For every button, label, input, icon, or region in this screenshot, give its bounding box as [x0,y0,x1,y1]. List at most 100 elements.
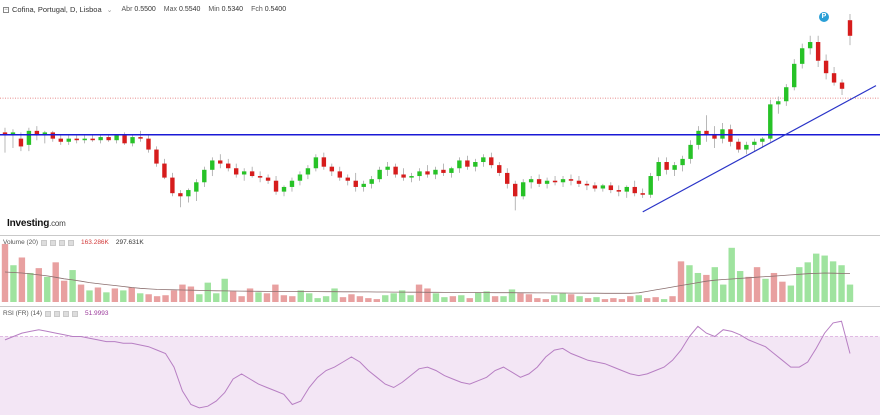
volume-bar [796,267,803,302]
close-icon[interactable] [59,239,66,246]
volume-bar [289,296,296,302]
chart-title: Cofina, Portugal, D, Lisboa [12,5,102,14]
volume-bar [449,296,457,302]
collapse-icon[interactable]: − [3,6,9,13]
candle-body [369,179,374,184]
volume-bar [584,298,592,302]
candle-body [528,179,534,183]
chevron-down-icon[interactable]: ⌄ [106,6,113,14]
candle-body [823,60,829,74]
candle-body [791,63,797,88]
candle-body [760,138,765,142]
volume-bar [466,298,473,302]
volume-bar [77,284,85,302]
volume-bar [297,290,304,302]
volume-bar [525,294,533,302]
volume-chart[interactable] [0,236,880,306]
volume-bar [322,296,330,302]
volume-bar [415,284,423,302]
pin-marker-icon[interactable]: P [819,12,829,22]
price-chart[interactable] [0,0,880,235]
volume-bar [813,253,820,302]
candle-body [138,137,143,139]
candle-body [624,186,629,192]
candle-body [82,138,87,141]
candle-body [385,166,390,170]
candle-body [672,165,677,170]
volume-bar [703,274,710,302]
volume-bar [745,276,752,302]
candle-body [130,137,135,144]
volume-bar [475,292,482,302]
candle-body [74,138,79,141]
settings-icon[interactable] [45,310,51,317]
candle-body [26,130,32,145]
rsi-chart[interactable] [0,307,880,415]
candle-body [696,130,701,145]
candle-body [417,171,422,177]
volume-bar [762,278,769,302]
price-chart-pane[interactable]: − Cofina, Portugal, D, Lisboa ⌄ Abr 0.55… [0,0,880,235]
candle-body [281,186,287,192]
candle-body [218,160,223,164]
chart-header: − Cofina, Portugal, D, Lisboa ⌄ Abr 0.55… [3,5,291,14]
volume-bar [753,267,761,302]
settings-icon[interactable] [41,239,48,246]
candle-body [465,160,470,167]
candle-body [688,144,693,159]
more-icon[interactable] [68,239,75,246]
volume-bar [576,296,583,302]
candle-body [186,190,191,197]
candle-body [632,186,637,194]
candle-body [401,174,406,178]
volume-bar [179,284,186,302]
candle-body [233,168,239,175]
rsi-pane[interactable]: RSI (FR) (14) 51.9993 [0,307,880,415]
candle-body [520,182,526,197]
volume-bar [27,272,34,302]
volume-pane[interactable]: Volume (20) 163.286K 297.631K [0,236,880,306]
volume-bar [272,284,279,302]
trend-line [642,85,877,213]
volume-bar [162,295,169,302]
volume-bar [238,296,245,302]
volume-bar [500,296,507,302]
volume-bar [170,290,178,302]
volume-bar [1,243,9,302]
candle-body [489,157,494,166]
volume-bar [213,293,220,302]
candle-body [704,130,709,134]
candle-body [194,182,199,192]
hide-icon[interactable] [54,310,60,317]
candle-body [552,180,558,183]
candle-body [321,157,327,167]
candle-body [106,137,111,141]
candle-body [210,160,215,170]
rsi-band [0,336,880,415]
candle-body [512,183,518,197]
volume-bar [35,268,42,302]
candle-body [815,42,821,61]
volume-bar [356,296,364,302]
volume-bar [720,284,727,302]
close-icon[interactable] [63,310,69,317]
volume-bar [246,288,254,302]
volume-bar [280,295,288,302]
candle-body [409,176,414,178]
volume-bar [838,265,845,302]
volume-bar [644,298,651,302]
candle-body [776,101,781,105]
candle-body [98,137,103,141]
volume-bar [44,276,51,302]
more-icon[interactable] [72,310,78,317]
volume-bar [821,255,828,302]
pane-divider[interactable] [0,235,880,236]
volume-bar [567,294,575,302]
candle-body [377,169,382,180]
candle-body [640,193,645,195]
pane-divider[interactable] [0,306,880,307]
candle-body [122,135,127,144]
volume-bar [432,293,440,302]
ohlc-low: Min 0.5340 [208,6,244,13]
hide-icon[interactable] [50,239,57,246]
